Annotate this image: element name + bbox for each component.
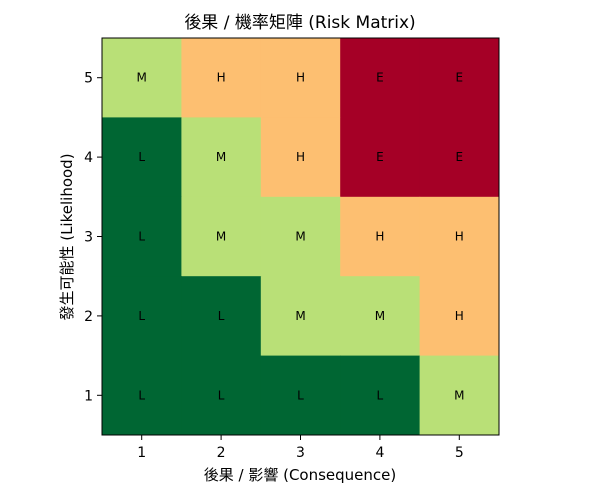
heatmap-cell-label: H <box>455 230 464 244</box>
heatmap-cell <box>102 355 182 436</box>
heatmap-cell-label: M <box>295 309 305 323</box>
x-tick-label: 2 <box>217 445 226 461</box>
y-axis-label: 發生可能性 (Likelihood) <box>58 153 76 320</box>
heatmap-cell-label: E <box>376 150 384 164</box>
heatmap-cell <box>340 196 421 277</box>
heatmap-cell-label: E <box>456 150 464 164</box>
heatmap-cell <box>102 117 182 198</box>
heatmap-cell <box>419 117 500 198</box>
heatmap-cell-label: M <box>375 309 385 323</box>
heatmap-cell <box>181 196 262 277</box>
y-tick-label: 1 <box>84 388 93 404</box>
heatmap-cell-label: L <box>218 388 225 402</box>
heatmap-cell-label: L <box>138 309 145 323</box>
y-tick-label: 3 <box>84 230 93 246</box>
heatmap-cell <box>340 276 421 357</box>
heatmap-cell <box>260 38 341 118</box>
heatmap-cell <box>181 38 262 118</box>
heatmap-cell <box>419 276 500 357</box>
heatmap-cell <box>260 355 341 436</box>
heatmap-cell <box>181 276 262 357</box>
heatmap-cell-label: L <box>138 230 145 244</box>
heatmap-cell-label: M <box>216 230 226 244</box>
x-tick-label: 4 <box>375 445 384 461</box>
heatmap-cell-label: L <box>218 309 225 323</box>
heatmap-cell-labels: M H H E E L M H E E L M M H H L L M M H L L L L M <box>137 71 465 403</box>
chart-title: 後果 / 機率矩陣 (Risk Matrix) <box>184 13 415 33</box>
heatmap-cell <box>340 38 421 118</box>
heatmap-cell-label: H <box>455 309 464 323</box>
heatmap-cell-label: E <box>376 71 384 85</box>
heatmap-cell <box>260 196 341 277</box>
heatmap-cell-label: L <box>377 388 384 402</box>
heatmap-cell <box>102 38 182 118</box>
heatmap-cell-label: M <box>216 150 226 164</box>
heatmap-cell <box>181 117 262 198</box>
x-tick-label: 5 <box>455 445 464 461</box>
x-axis-label: 後果 / 影響 (Consequence) <box>204 466 397 484</box>
x-axis-ticks: 1 2 3 4 5 <box>137 435 464 461</box>
heatmap-cell-label: L <box>138 150 145 164</box>
heatmap-cell <box>419 196 500 277</box>
heatmap-cell-label: L <box>138 388 145 402</box>
heatmap-cell-label: H <box>217 71 226 85</box>
x-tick-label: 3 <box>296 445 305 461</box>
heatmap-cell-label: M <box>137 71 147 85</box>
heatmap-cell-label: H <box>375 230 384 244</box>
heatmap-cell-label: M <box>295 230 305 244</box>
heatmap-cell <box>181 355 262 436</box>
heatmap-cells <box>102 38 500 436</box>
heatmap-cell-label: H <box>296 150 305 164</box>
heatmap-cell-label: M <box>454 388 464 402</box>
y-tick-label: 4 <box>84 150 93 166</box>
heatmap-cell-label: H <box>296 71 305 85</box>
y-tick-label: 5 <box>84 71 93 87</box>
heatmap-cell <box>419 355 500 436</box>
x-tick-label: 1 <box>137 445 146 461</box>
heatmap-cell <box>260 276 341 357</box>
heatmap-cell-label: L <box>297 388 304 402</box>
heatmap-cell <box>260 117 341 198</box>
y-axis-ticks: 1 2 3 4 5 <box>84 71 102 404</box>
heatmap-cell <box>340 117 421 198</box>
heatmap-cell <box>102 276 182 357</box>
heatmap-cell <box>340 355 421 436</box>
heatmap-cell <box>102 196 182 277</box>
y-tick-label: 2 <box>84 309 93 325</box>
heatmap-cell-label: E <box>456 71 464 85</box>
heatmap-cell <box>419 38 500 118</box>
